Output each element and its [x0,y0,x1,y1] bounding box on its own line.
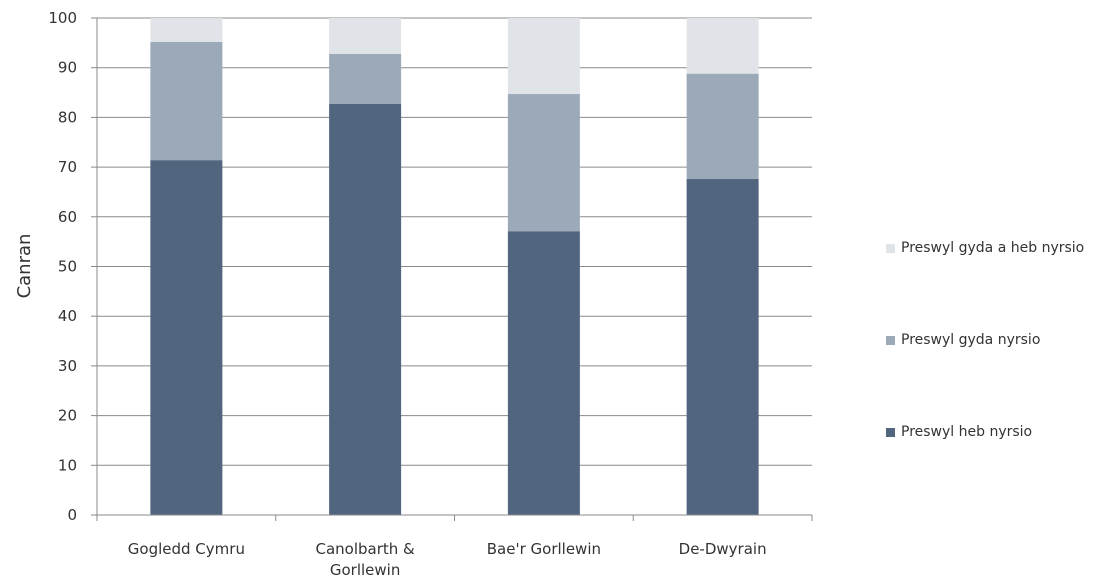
category-labels: Gogledd Cymru Canolbarth & Gorllewin Bae'r … [128,540,767,579]
bar-segment-3 [507,18,580,95]
bar-segment-2 [150,41,223,161]
y-axis-label: Canran [14,234,35,299]
bar-segment-2 [329,53,402,104]
bar-segment-1 [507,231,580,515]
bar-segment-2 [507,94,580,232]
category-label: Gogledd Cymru [128,540,245,558]
axes [96,18,813,521]
bar-segment-1 [329,103,402,515]
legend-label: Preswyl gyda nyrsio [901,332,1041,348]
bar-segment-3 [686,18,759,74]
legend-swatch [886,335,895,345]
bar-segment-3 [150,18,223,42]
y-tick-label: 60 [58,208,77,226]
category-label: Bae'r Gorllewin [487,540,601,558]
y-tick-labels: 0 10 20 30 40 50 60 70 80 90 100 [48,9,77,524]
category-label: Canolbarth & [315,540,415,558]
legend-item: Preswyl heb nyrsio [886,424,1032,440]
y-tick-label: 50 [58,258,77,276]
bar-segment-1 [686,179,759,515]
legend-item: Preswyl gyda a heb nyrsio [886,240,1084,256]
y-tick-label: 100 [48,9,77,27]
legend-label: Preswyl heb nyrsio [901,424,1033,440]
bar-segment-2 [686,73,759,180]
y-tick-label: 30 [58,357,77,375]
category-label: De-Dwyrain [679,540,767,558]
y-tick-label: 80 [58,108,77,126]
legend-swatch [886,427,895,437]
y-tick-label: 20 [58,407,77,425]
bar-segment-3 [329,18,402,54]
category-label: Gorllewin [330,561,400,579]
y-tick-label: 70 [58,158,77,176]
bars [150,18,759,515]
legend-swatch [886,243,895,253]
y-tick-label: 0 [67,506,77,524]
legend-label: Preswyl gyda a heb nyrsio [901,240,1085,256]
bar-segment-1 [150,160,223,515]
y-tick-label: 10 [58,456,77,474]
y-tick-label: 40 [58,307,77,325]
y-tick-label: 90 [58,59,77,77]
legend-item: Preswyl gyda nyrsio [886,332,1040,348]
